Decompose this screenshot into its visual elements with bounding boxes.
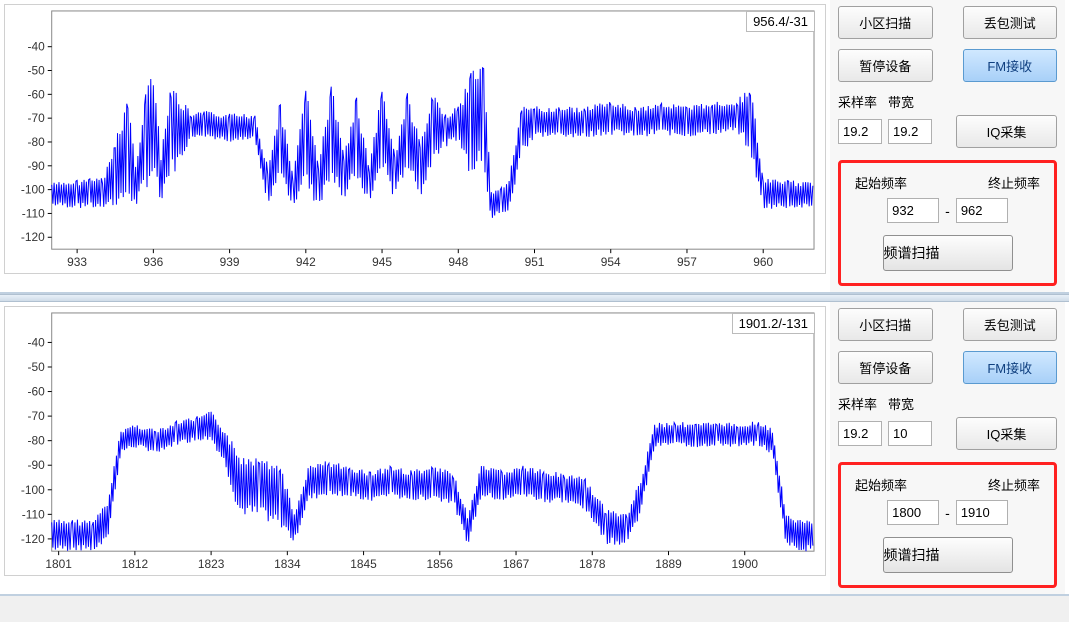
svg-text:1878: 1878: [579, 557, 606, 571]
svg-text:-100: -100: [21, 483, 45, 497]
pause-device-button[interactable]: 暂停设备: [838, 351, 933, 384]
cell-scan-button[interactable]: 小区扫描: [838, 6, 933, 39]
freq-scan-group: 起始频率 终止频率 - 频谱扫描: [838, 160, 1057, 286]
svg-text:-60: -60: [28, 385, 46, 399]
start-freq-label: 起始频率: [855, 475, 907, 494]
iq-capture-button[interactable]: IQ采集: [956, 115, 1057, 148]
start-freq-input[interactable]: [887, 500, 939, 525]
svg-text:960: 960: [753, 255, 773, 269]
svg-text:936: 936: [143, 255, 163, 269]
spectrum-chart-0[interactable]: -40 -50 -60 -70 -80 -90 -100 -110 -120 933 936 939 9…: [5, 5, 825, 273]
svg-text:-120: -120: [21, 230, 45, 244]
bandwidth-label: 带宽: [888, 92, 932, 111]
bandwidth-input[interactable]: [888, 119, 932, 144]
freq-dash: -: [945, 505, 950, 521]
cell-scan-button[interactable]: 小区扫描: [838, 308, 933, 341]
svg-text:-70: -70: [28, 111, 46, 125]
svg-text:1845: 1845: [350, 557, 377, 571]
svg-text:1812: 1812: [122, 557, 149, 571]
fm-receive-button[interactable]: FM接收: [963, 351, 1058, 384]
freq-dash: -: [945, 203, 950, 219]
chart-area-0: -40 -50 -60 -70 -80 -90 -100 -110 -120 933 936 939 9…: [0, 0, 830, 292]
svg-text:942: 942: [296, 255, 316, 269]
cursor-readout-1: 1901.2/-131: [732, 313, 815, 334]
svg-text:-90: -90: [28, 159, 46, 173]
panel-top: -40 -50 -60 -70 -80 -90 -100 -110 -120 933 936 939 9…: [0, 0, 1069, 294]
svg-text:-50: -50: [28, 360, 46, 374]
svg-text:-90: -90: [28, 458, 46, 472]
start-freq-input[interactable]: [887, 198, 939, 223]
bandwidth-label: 带宽: [888, 394, 932, 413]
svg-text:-40: -40: [28, 40, 46, 54]
svg-text:939: 939: [220, 255, 240, 269]
svg-text:933: 933: [67, 255, 87, 269]
svg-text:-120: -120: [21, 532, 45, 546]
iq-capture-button[interactable]: IQ采集: [956, 417, 1057, 450]
svg-text:957: 957: [677, 255, 697, 269]
packet-loss-button[interactable]: 丢包测试: [963, 6, 1058, 39]
bandwidth-input[interactable]: [888, 421, 932, 446]
chart-box-0: -40 -50 -60 -70 -80 -90 -100 -110 -120 933 936 939 9…: [4, 4, 826, 274]
svg-text:1801: 1801: [45, 557, 72, 571]
controls-0: 小区扫描 丢包测试 暂停设备 FM接收 采样率 带宽 IQ采集 起始频率 终止频…: [830, 0, 1065, 292]
spectrum-scan-button[interactable]: 频谱扫描: [883, 235, 1013, 271]
svg-text:948: 948: [448, 255, 468, 269]
svg-text:951: 951: [525, 255, 545, 269]
svg-text:1834: 1834: [274, 557, 301, 571]
sample-rate-input[interactable]: [838, 421, 882, 446]
svg-text:945: 945: [372, 255, 392, 269]
svg-text:-100: -100: [21, 183, 45, 197]
svg-text:1823: 1823: [198, 557, 225, 571]
spectrum-chart-1[interactable]: -40 -50 -60 -70 -80 -90 -100 -110 -1201801 1812 18…: [5, 307, 825, 575]
sample-rate-label: 采样率: [838, 394, 882, 413]
svg-text:-50: -50: [28, 63, 46, 77]
spectrum-scan-button[interactable]: 频谱扫描: [883, 537, 1013, 573]
panel-divider: [0, 294, 1069, 302]
svg-text:1900: 1900: [731, 557, 758, 571]
start-freq-label: 起始频率: [855, 173, 907, 192]
sample-rate-input[interactable]: [838, 119, 882, 144]
end-freq-label: 终止频率: [988, 173, 1040, 192]
controls-1: 小区扫描 丢包测试 暂停设备 FM接收 采样率 带宽 IQ采集 起始频率 终止频…: [830, 302, 1065, 594]
end-freq-input[interactable]: [956, 198, 1008, 223]
pause-device-button[interactable]: 暂停设备: [838, 49, 933, 82]
cursor-readout-0: 956.4/-31: [746, 11, 815, 32]
packet-loss-button[interactable]: 丢包测试: [963, 308, 1058, 341]
svg-text:1889: 1889: [655, 557, 682, 571]
svg-text:-40: -40: [28, 335, 46, 349]
chart-area-1: -40 -50 -60 -70 -80 -90 -100 -110 -1201801 1812 18…: [0, 302, 830, 594]
svg-text:-110: -110: [22, 206, 45, 220]
freq-scan-group: 起始频率 终止频率 - 频谱扫描: [838, 462, 1057, 588]
svg-text:1856: 1856: [427, 557, 454, 571]
end-freq-input[interactable]: [956, 500, 1008, 525]
svg-text:-70: -70: [28, 409, 46, 423]
svg-text:-110: -110: [22, 507, 45, 521]
svg-text:-60: -60: [28, 87, 46, 101]
sample-rate-label: 采样率: [838, 92, 882, 111]
fm-receive-button[interactable]: FM接收: [963, 49, 1058, 82]
svg-text:-80: -80: [28, 135, 46, 149]
panel-bottom: -40 -50 -60 -70 -80 -90 -100 -110 -1201801 1812 18…: [0, 302, 1069, 596]
svg-text:1867: 1867: [503, 557, 530, 571]
end-freq-label: 终止频率: [988, 475, 1040, 494]
chart-box-1: -40 -50 -60 -70 -80 -90 -100 -110 -1201801 1812 18…: [4, 306, 826, 576]
svg-text:-80: -80: [28, 434, 46, 448]
svg-text:954: 954: [601, 255, 621, 269]
